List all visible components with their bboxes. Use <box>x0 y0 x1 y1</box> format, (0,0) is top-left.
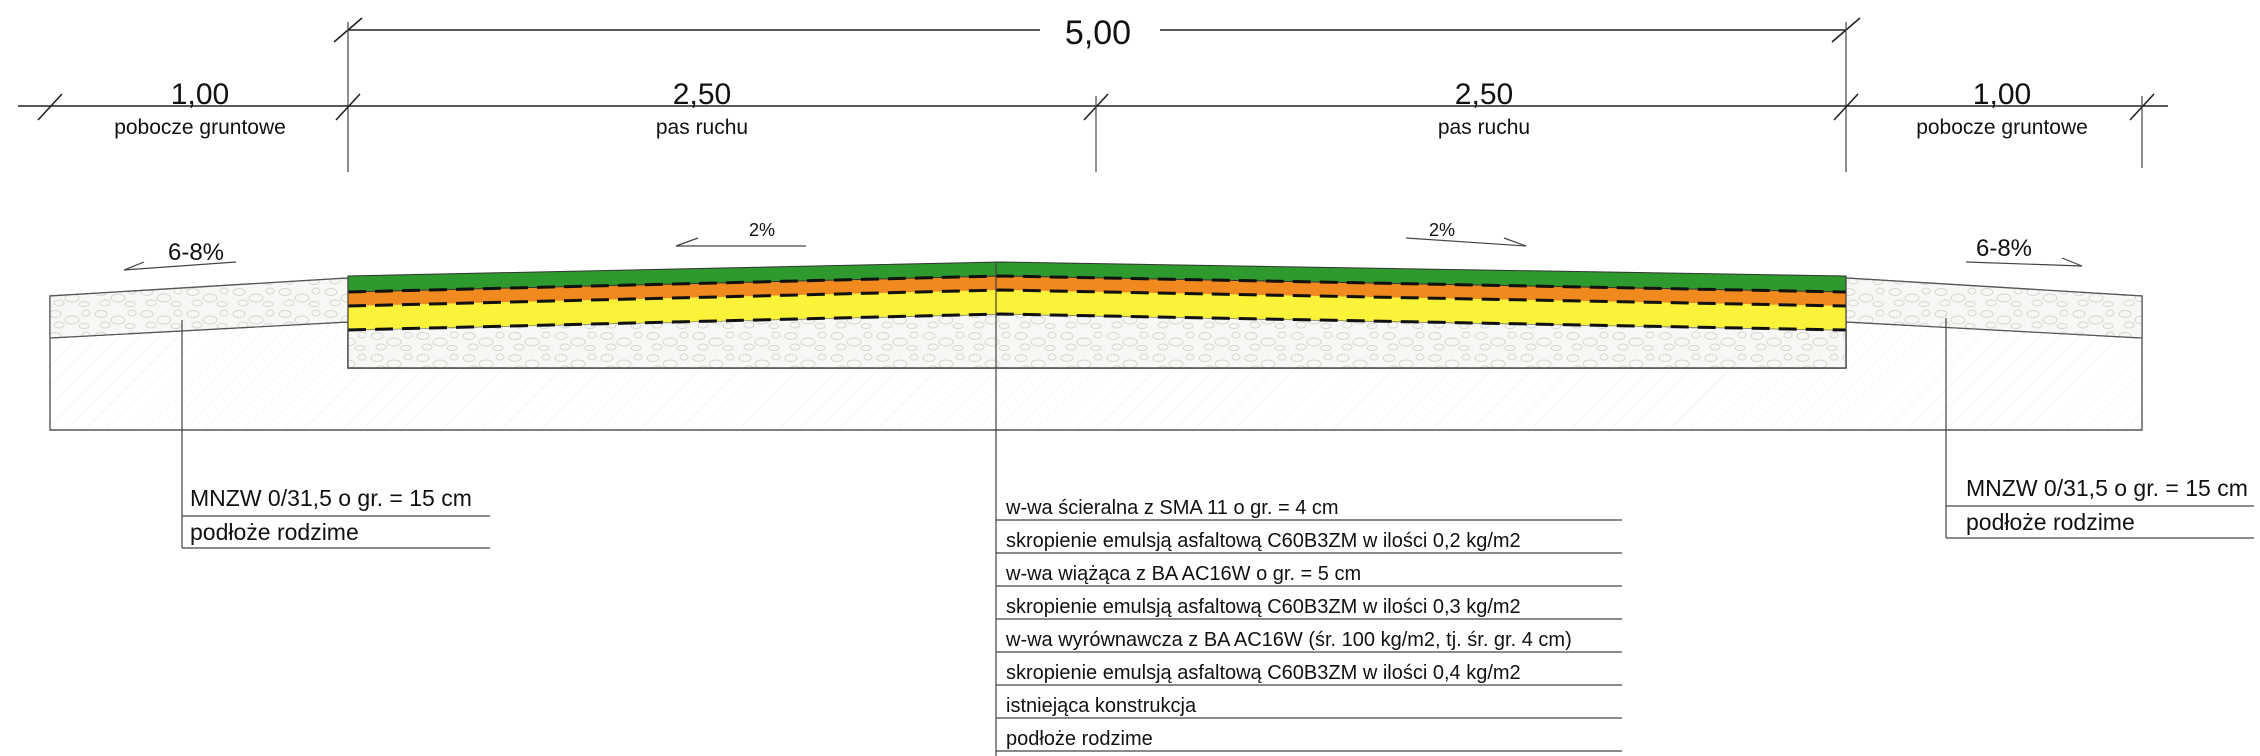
left-shoulder-legend-1: MNZW 0/31,5 o gr. = 15 cm <box>190 485 472 511</box>
dimension-lines <box>18 17 2168 172</box>
layer-legend-3: w-wa wiążąca z BA AC16W o gr. = 5 cm <box>1005 563 1361 585</box>
layer-legend-5: w-wa wyrównawcza z BA AC16W (śr. 100 kg/… <box>1005 629 1572 651</box>
interface-2 <box>347 288 1847 308</box>
left-shoulder-slope: 6-8% <box>168 239 224 266</box>
right-shoulder-slope: 6-8% <box>1976 235 2032 262</box>
total-width-value: 5,00 <box>1065 14 1131 52</box>
right-lane-slope: 2% <box>1429 220 1455 240</box>
right-shoulder-width: 1,00 <box>1973 78 2031 111</box>
left-shoulder-label: pobocze gruntowe <box>114 116 286 139</box>
left-lane-slope: 2% <box>749 220 775 240</box>
slope-arrows <box>123 237 2083 271</box>
left-shoulder-legend-2: podłoże rodzime <box>190 519 359 545</box>
layer-legend-4: skropienie emulsją asfaltową C60B3ZM w i… <box>1006 596 1521 618</box>
layer-legend-8: podłoże rodzime <box>1006 728 1153 750</box>
right-lane-label: pas ruchu <box>1438 116 1530 139</box>
left-lane-width: 2,50 <box>673 78 731 111</box>
layer-legend-7: istniejąca konstrukcja <box>1006 695 1197 717</box>
right-shoulder-legend-2: podłoże rodzime <box>1966 509 2135 535</box>
right-lane-width: 2,50 <box>1455 78 1513 111</box>
layer-legend-1: w-wa ścieralna z SMA 11 o gr. = 4 cm <box>1005 497 1339 519</box>
leader-lines <box>181 262 2254 756</box>
right-shoulder-legend-1: MNZW 0/31,5 o gr. = 15 cm <box>1966 475 2248 501</box>
layer-legend-2: skropienie emulsją asfaltową C60B3ZM w i… <box>1006 530 1521 552</box>
road-cross-section <box>49 261 2143 431</box>
right-shoulder-label: pobocze gruntowe <box>1916 116 2088 139</box>
left-shoulder-width: 1,00 <box>171 78 229 111</box>
layer-legend-6: skropienie emulsją asfaltową C60B3ZM w i… <box>1006 662 1521 684</box>
interface-1 <box>347 274 1847 294</box>
interface-3 <box>347 312 1847 332</box>
left-lane-label: pas ruchu <box>656 116 748 139</box>
